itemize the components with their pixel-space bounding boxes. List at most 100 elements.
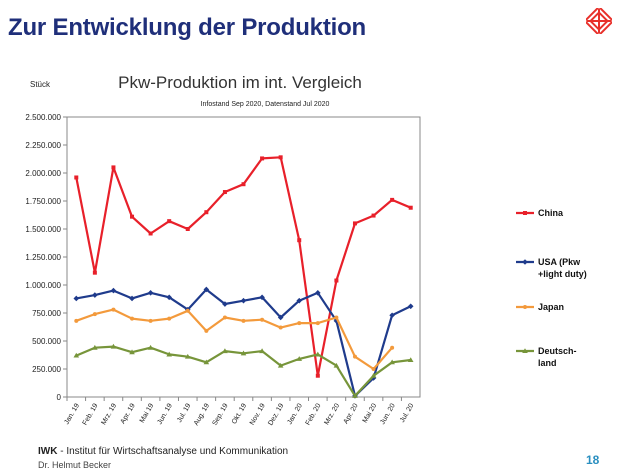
data-point (167, 316, 172, 321)
data-point (315, 290, 321, 296)
x-tick-label: Sep. 19 (212, 402, 230, 426)
data-point (222, 190, 227, 195)
y-tick-label: 1.500.000 (25, 225, 61, 234)
x-tick-label: Apr. 19 (120, 402, 137, 425)
x-tick-label: Jun. 19 (156, 402, 174, 425)
y-tick-label: 750.000 (32, 309, 61, 318)
data-point (371, 367, 376, 371)
data-point (110, 343, 117, 349)
x-tick-label: Mrz. 19 (100, 402, 118, 426)
legend-label: +light duty) (538, 269, 587, 279)
legend-label: USA (Pkw (538, 257, 581, 267)
x-tick-label: Feb. 20 (305, 402, 323, 426)
x-tick-label: Jan. 19 (63, 402, 81, 425)
footer-organization: IWK - Institut für Wirtschaftsanalyse un… (38, 446, 288, 457)
legend-label: Deutsch- (538, 346, 577, 356)
data-point (278, 325, 283, 330)
y-tick-label: 2.500.000 (25, 113, 61, 122)
data-point (222, 348, 228, 354)
y-tick-label: 2.000.000 (25, 169, 61, 178)
data-point (111, 307, 116, 312)
footer-org-abbrev: IWK (38, 446, 58, 457)
data-point (73, 295, 80, 302)
data-point (277, 314, 284, 321)
data-point (222, 315, 227, 320)
data-point (333, 362, 340, 368)
data-point (74, 175, 79, 180)
data-point (222, 301, 228, 307)
data-point (203, 286, 210, 293)
footer-org-name: - Institut für Wirtschaftsanalyse und Ko… (57, 446, 289, 457)
y-axis-label: Stück (30, 80, 51, 89)
data-point (352, 393, 358, 398)
x-tick-label: Aug. 19 (193, 402, 211, 426)
data-point (390, 345, 395, 350)
data-point (259, 294, 265, 301)
x-tick-label: Mrz. 20 (323, 402, 341, 426)
legend-marker (522, 348, 528, 353)
data-point (240, 350, 247, 356)
x-tick-label: Okt. 19 (231, 402, 248, 425)
data-point (278, 155, 283, 160)
x-tick-label: Feb. 19 (82, 402, 100, 426)
legend-marker (522, 259, 528, 265)
data-point (129, 349, 135, 355)
y-tick-label: 1.750.000 (25, 197, 61, 206)
data-point (74, 318, 79, 323)
data-point (130, 316, 135, 321)
data-point (129, 295, 135, 302)
series-line-0 (75, 156, 412, 377)
data-point (130, 214, 135, 219)
legend-label: Japan (538, 302, 564, 312)
data-point (260, 317, 265, 322)
data-point (204, 210, 209, 215)
y-tick-label: 2.250.000 (25, 141, 61, 150)
data-point (184, 353, 191, 359)
data-point (277, 362, 284, 368)
series-line-2 (75, 308, 393, 371)
y-tick-label: 1.250.000 (25, 253, 61, 262)
data-point (296, 297, 303, 304)
data-point (185, 227, 190, 231)
data-point (147, 344, 154, 350)
legend-label: China (538, 208, 564, 218)
series-line-1 (76, 288, 412, 397)
x-tick-label: Jun. 20 (379, 402, 397, 425)
x-tick-label: Apr. 20 (343, 402, 360, 425)
x-tick-label: Nov. 19 (249, 402, 267, 426)
data-point (240, 297, 247, 304)
data-point (315, 373, 320, 378)
data-point (92, 312, 97, 317)
legend-marker (523, 305, 527, 309)
data-point (148, 318, 153, 323)
data-point (241, 318, 246, 323)
data-point (203, 359, 210, 365)
data-point (389, 359, 395, 365)
data-point (371, 213, 376, 218)
data-point (408, 205, 413, 210)
chart-title: Pkw-Produktion im int. Vergleich (118, 73, 362, 92)
y-tick-label: 0 (57, 393, 62, 402)
data-point (297, 321, 302, 326)
data-point (407, 303, 414, 310)
x-tick-label: Mai 19 (139, 402, 156, 424)
data-point (241, 182, 246, 187)
data-point (166, 294, 172, 301)
data-point (92, 344, 98, 350)
x-tick-label: Dez. 19 (267, 402, 285, 426)
data-point (111, 165, 116, 170)
data-point (148, 231, 153, 236)
x-tick-label: Jan. 20 (286, 402, 304, 425)
data-point (259, 348, 265, 354)
chart-subtitle: Infostand Sep 2020, Datenstand Jul 2020 (201, 101, 330, 108)
data-point (167, 219, 172, 224)
data-point (297, 238, 302, 243)
y-tick-label: 250.000 (32, 365, 61, 374)
x-tick-label: Jul. 19 (176, 402, 192, 423)
y-tick-label: 1.000.000 (25, 281, 61, 290)
x-tick-label: Jul. 20 (399, 402, 415, 423)
data-point (315, 351, 321, 357)
data-point (92, 292, 98, 298)
x-tick-label: Mai 20 (362, 402, 379, 424)
